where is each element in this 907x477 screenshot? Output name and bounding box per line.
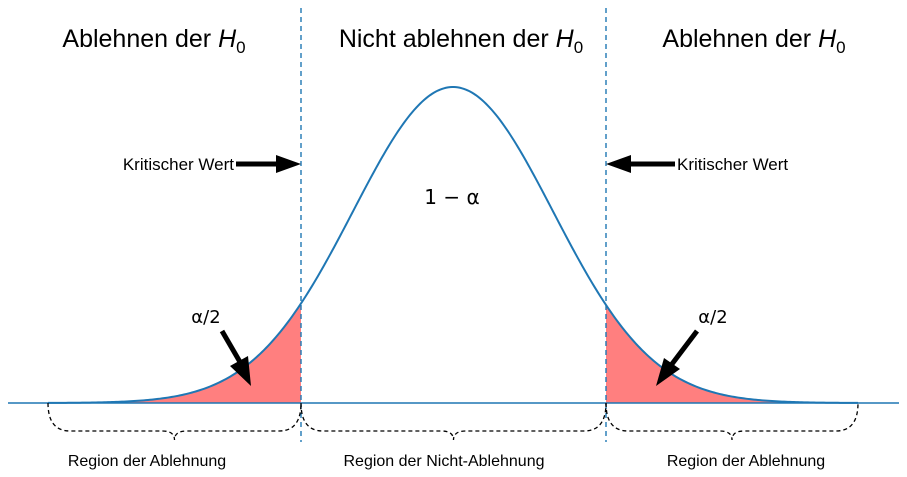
alpha-half-arrow-left xyxy=(219,329,251,386)
critical-value-label-right: Kritischer Wert xyxy=(677,155,788,174)
alpha-half-label-left: α/2 xyxy=(191,307,220,328)
left-rejection-area xyxy=(48,303,301,403)
region-brace-left xyxy=(47,402,302,441)
heading-right: Ablehnen der H0 xyxy=(662,25,845,57)
region-label-middle: Region der Nicht-Ablehnung xyxy=(343,453,544,470)
right-rejection-area xyxy=(606,304,858,403)
critical-value-arrow-right xyxy=(606,155,675,173)
confidence-level-label: 1 − α xyxy=(424,185,479,209)
critical-value-label-left: Kritischer Wert xyxy=(123,155,234,174)
heading-left: Ablehnen der H0 xyxy=(62,25,245,57)
normal-distribution-curve xyxy=(48,86,858,404)
alpha-half-label-right: α/2 xyxy=(698,307,727,328)
region-brace-middle xyxy=(300,402,607,441)
critical-value-arrow-left xyxy=(236,155,301,173)
region-brace-right xyxy=(605,402,859,441)
alpha-half-arrow-right xyxy=(656,329,699,386)
region-label-right: Region der Ablehnung xyxy=(667,453,825,470)
region-label-left: Region der Ablehnung xyxy=(68,453,226,470)
heading-middle: Nicht ablehnen der H0 xyxy=(339,25,583,57)
